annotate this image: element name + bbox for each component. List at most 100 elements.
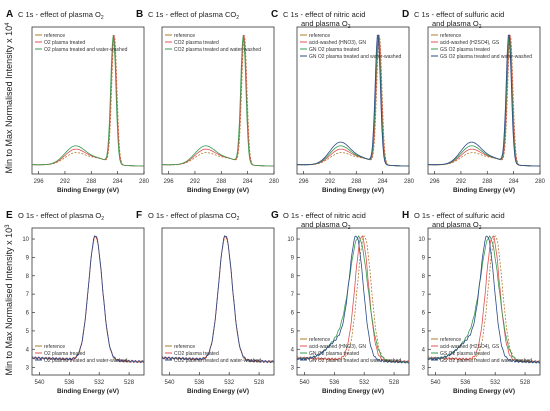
y-tick-label: 6 [291,311,295,317]
y-tick-label: 4 [291,347,295,353]
series-line [428,34,540,167]
series-line [427,235,541,364]
x-tick-label: 288 [351,179,362,185]
x-tick-label: 532 [359,380,370,386]
y-axis-label-bottom: Min to Max Normalised Intensity x 103 [4,224,14,376]
panel-title-line-2: and plasma O2 [301,19,351,30]
legend-entry: O2 plasma treated and water-washed [44,47,128,53]
y-tick-label: 5 [291,329,295,335]
x-axis-label: Binding Energy (eV) [453,388,515,395]
x-tick-label: 284 [243,179,254,185]
panel-title-line-1: C 1s - effect of plasma CO2 [148,10,239,21]
x-axis-label: Binding Energy (eV) [187,187,249,194]
series-line [296,235,410,364]
legend-entry: O2 plasma treated [44,40,85,46]
x-tick-label: 528 [254,380,265,386]
series-line [162,34,274,167]
legend-entry: reference [440,337,461,343]
x-axis-label: Binding Energy (eV) [187,388,249,395]
panel-letter: F [136,210,142,221]
series-line [296,235,410,364]
panel-letter: C [271,9,278,20]
x-tick-label: 532 [490,380,501,386]
y-tick-label: 10 [287,237,294,243]
x-tick-label: 540 [430,380,441,386]
x-tick-label: 284 [509,179,520,185]
y-axis-label-top: Min to Max Normalised Intensity x 104 [4,22,14,174]
x-tick-label: 528 [124,380,135,386]
panel-title-line-2: and plasma O2 [432,19,482,30]
y-tick-label: 7 [26,292,30,298]
panel-title-line-1: C 1s - effect of sulfuric acid [414,10,504,19]
legend-entry: CO2 plasma treated and water-washed [174,358,261,364]
y-tick-label: 9 [291,255,295,261]
plot-frame [427,26,541,175]
y-tick-label: 4 [422,347,426,353]
x-tick-label: 536 [329,380,340,386]
x-tick-label: 284 [113,179,124,185]
x-tick-label: 288 [86,179,97,185]
x-tick-label: 280 [535,179,546,185]
series-line [297,34,409,167]
plot-frame [296,26,410,175]
legend-entry: acid-washed (HNO3), GN [309,40,366,46]
y-tick-label: 3 [26,366,30,372]
x-tick-label: 292 [325,179,336,185]
legend-entry: reference [174,33,195,39]
series-line [427,235,541,364]
series-line [32,34,144,167]
y-axis-label-top-exponent: 4 [5,22,11,26]
x-tick-label: 536 [460,380,471,386]
panel-a: A C 1s - effect of plasma O2 296 292 288 284 2… [6,9,150,194]
y-tick-label: 10 [22,237,29,243]
legend-entry: reference [44,33,65,39]
svg-text:Min to Max Normalised Intensit: Min to Max Normalised Intensity x 103 [4,224,14,376]
x-axis-label: Binding Energy (eV) [57,388,119,395]
y-tick-label: 7 [291,292,295,298]
panel-title-line-1: O 1s - effect of plasma O2 [18,211,104,222]
panel-f: F O 1s - effect of plasma CO2 540 536 532 528… [136,210,275,395]
plot-frame [161,227,275,376]
y-tick-label: 8 [26,274,30,280]
y-tick-label: 8 [422,274,426,280]
x-tick-label: 540 [299,380,310,386]
x-axis-label: Binding Energy (eV) [322,187,384,194]
panel-title-line-1: O 1s - effect of plasma CO2 [148,211,240,222]
legend-entry: CO2 plasma treated [174,351,219,357]
series-line [32,34,144,167]
panel-letter: D [402,9,409,20]
legend-entry: GN O2 plasma treated [309,351,359,357]
panel-title-line-1: C 1s - effect of nitric acid [283,10,365,19]
y-tick-label: 5 [26,329,30,335]
y-tick-label: 3 [291,366,295,372]
x-tick-label: 296 [164,179,175,185]
x-tick-label: 292 [60,179,71,185]
legend-entry: GS O2 plasma treated and water-washed [440,358,532,364]
legend-entry: reference [44,344,65,350]
plot-frame [296,227,410,376]
x-tick-label: 296 [299,179,310,185]
legend-entry: O2 plasma treated [44,351,85,357]
legend-entry: O2 plasma treated and water-washed [44,358,128,364]
panel-title-line-1: O 1s - effect of nitric acid [283,211,366,220]
y-tick-label: 8 [291,274,295,280]
legend-entry: reference [309,337,330,343]
panel-title-line-2: and plasma O2 [301,220,351,231]
x-tick-label: 288 [216,179,227,185]
x-axis-label: Binding Energy (eV) [57,187,119,194]
series-line [31,235,145,364]
x-tick-label: 540 [34,380,45,386]
legend-entry: GS O2 plasma treated [440,47,490,53]
x-tick-label: 284 [378,179,389,185]
plot-frame [31,227,145,376]
panels: A C 1s - effect of plasma O2 296 292 288 284 2… [6,9,546,395]
legend-entry: CO2 plasma treated [174,40,219,46]
x-tick-label: 292 [190,179,201,185]
x-tick-label: 532 [94,380,105,386]
